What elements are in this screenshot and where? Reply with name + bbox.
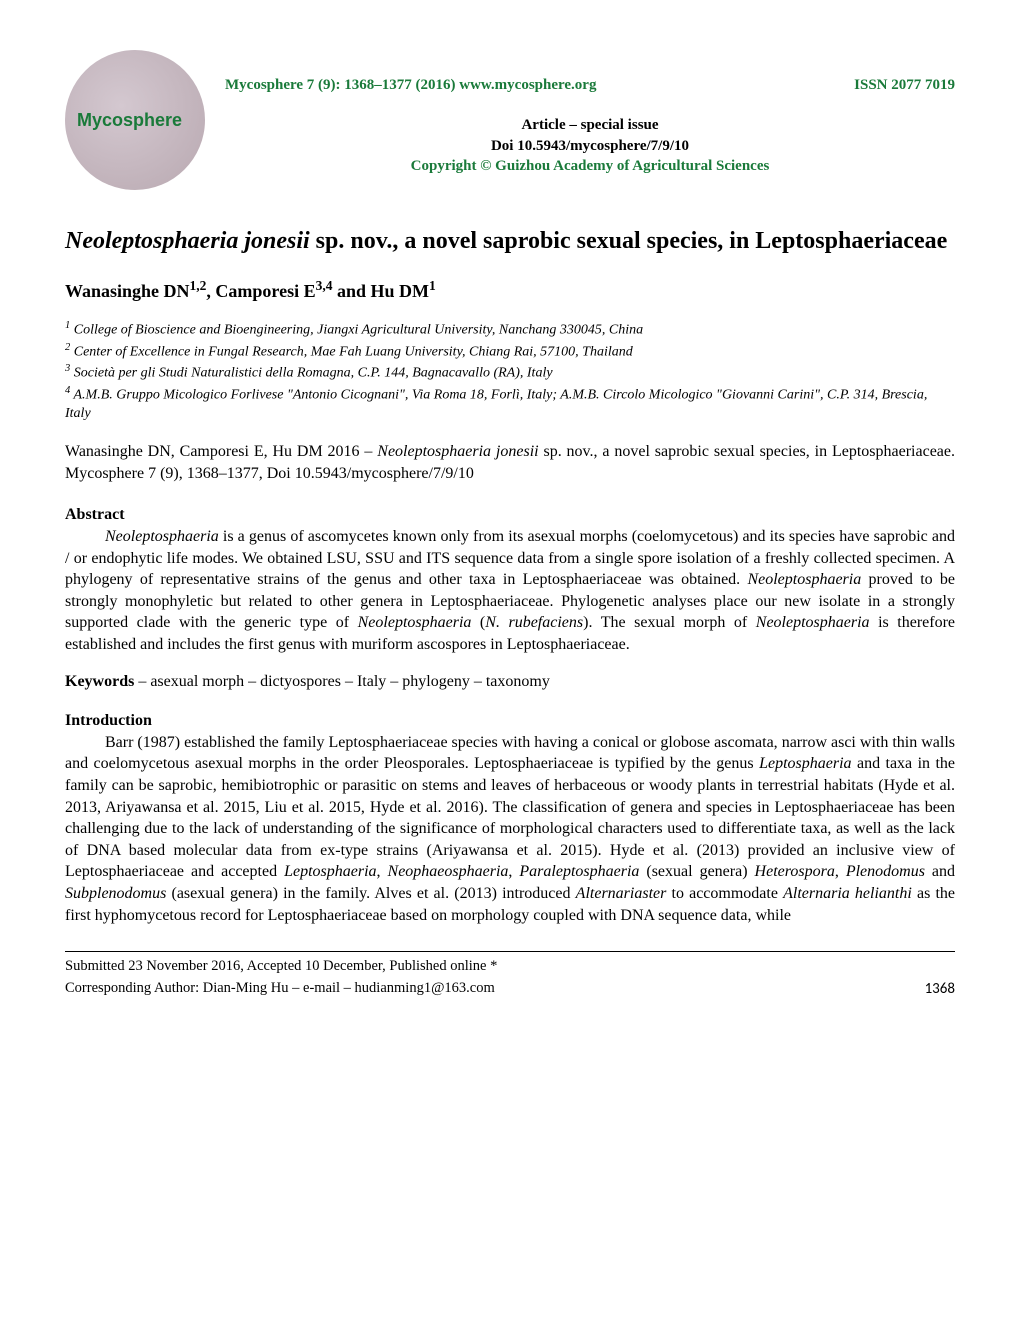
header: Mycosphere Mycosphere 7 (9): 1368–1377 (… (65, 50, 955, 190)
issn: ISSN 2077 7019 (854, 75, 955, 95)
doi: Doi 10.5943/mycosphere/7/9/10 (225, 136, 955, 156)
corresponding-author: Corresponding Author: Dian-Ming Hu – e-m… (65, 979, 495, 999)
citation: Wanasinghe DN, Camporesi E, Hu DM 2016 –… (65, 441, 955, 484)
author-sep-2: and (332, 281, 370, 301)
introduction-body: Barr (1987) established the family Lepto… (65, 732, 955, 926)
logo-text: Mycosphere (77, 108, 182, 132)
author-3-sup: 1 (429, 278, 436, 293)
affiliations: 1 College of Bioscience and Bioengineeri… (65, 319, 955, 424)
affiliation-4: 4 A.M.B. Gruppo Micologico Forlivese "An… (65, 384, 955, 423)
journal-line: Mycosphere 7 (9): 1368–1377 (2016) www.m… (225, 75, 955, 95)
copyright: Copyright © Guizhou Academy of Agricultu… (225, 156, 955, 176)
keywords-label: Keywords (65, 673, 134, 690)
page-number: 1368 (925, 979, 955, 999)
article-title: Neoleptosphaeria jonesii sp. nov., a nov… (65, 225, 955, 257)
keywords-text: – asexual morph – dictyospores – Italy –… (134, 673, 549, 690)
abstract-paragraph: Neoleptosphaeria is a genus of ascomycet… (65, 526, 955, 656)
title-rest: sp. nov., a novel saprobic sexual specie… (310, 228, 948, 254)
journal-ref: Mycosphere 7 (9): 1368–1377 (2016) www.m… (225, 75, 596, 95)
abstract-body: Neoleptosphaeria is a genus of ascomycet… (65, 526, 955, 656)
author-2: Camporesi E (215, 281, 315, 301)
journal-logo: Mycosphere (65, 50, 205, 190)
header-meta: Mycosphere 7 (9): 1368–1377 (2016) www.m… (225, 50, 955, 176)
author-2-sup: 3,4 (316, 278, 333, 293)
author-1-sup: 1,2 (190, 278, 207, 293)
author-1: Wanasinghe DN (65, 281, 190, 301)
authors: Wanasinghe DN1,2, Camporesi E3,4 and Hu … (65, 277, 955, 303)
affiliation-1: 1 College of Bioscience and Bioengineeri… (65, 319, 955, 340)
article-type: Article – special issue (225, 115, 955, 135)
introduction-heading: Introduction (65, 710, 955, 732)
keywords: Keywords – asexual morph – dictyospores … (65, 671, 955, 693)
intro-paragraph: Barr (1987) established the family Lepto… (65, 732, 955, 926)
footer: Submitted 23 November 2016, Accepted 10 … (65, 951, 955, 999)
author-3: Hu DM (371, 281, 430, 301)
title-italic-part: Neoleptosphaeria jonesii (65, 228, 310, 254)
abstract-heading: Abstract (65, 504, 955, 526)
affiliation-2: 2 Center of Excellence in Fungal Researc… (65, 341, 955, 362)
affiliation-3: 3 Società per gli Studi Naturalistici de… (65, 362, 955, 383)
footer-row: Corresponding Author: Dian-Ming Hu – e-m… (65, 979, 955, 999)
submitted-line: Submitted 23 November 2016, Accepted 10 … (65, 957, 955, 977)
